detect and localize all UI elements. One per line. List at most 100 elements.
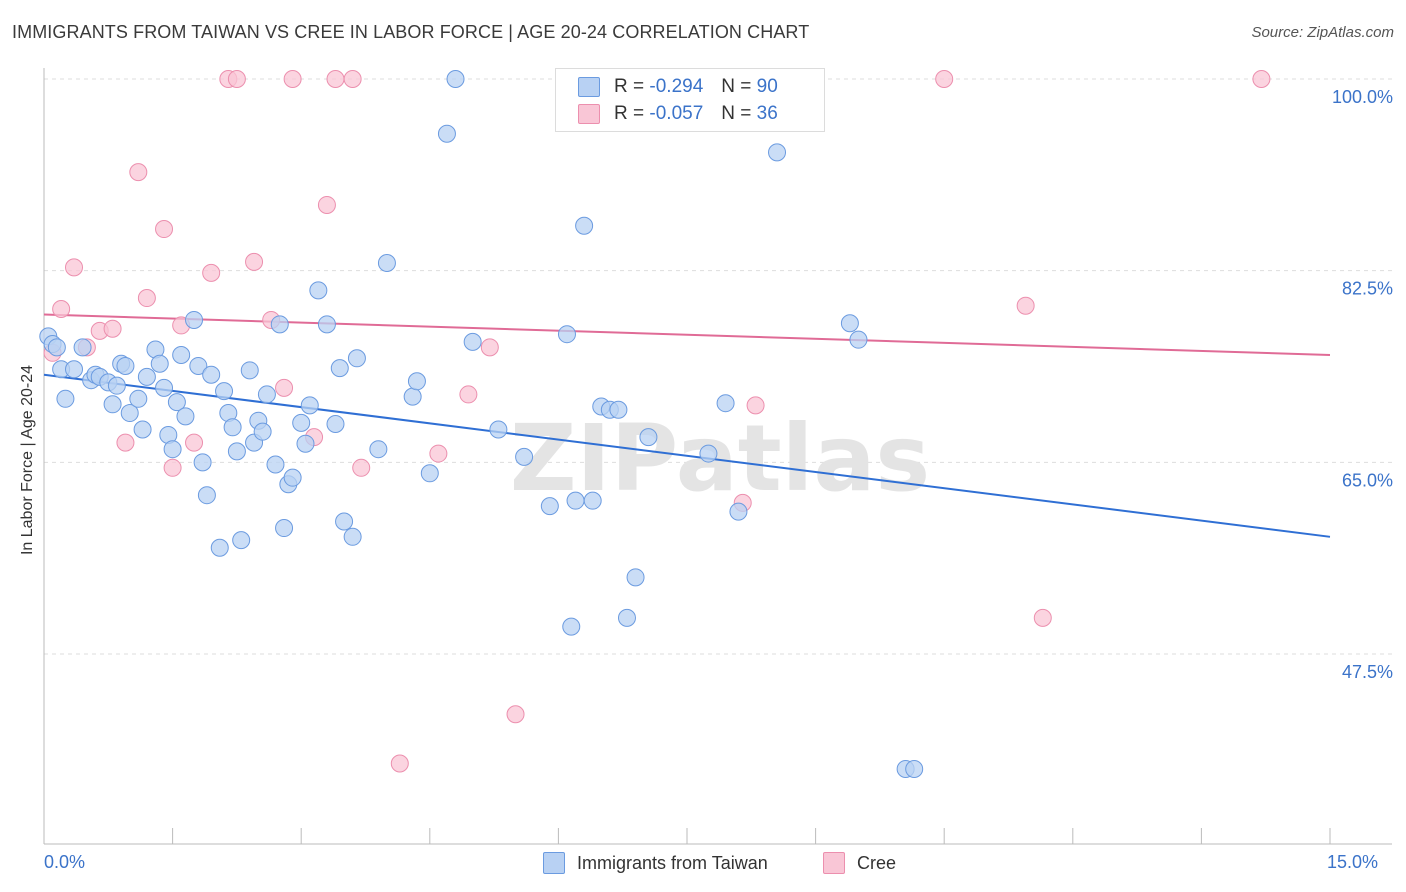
point-taiwan — [575, 216, 594, 235]
point-cree — [326, 70, 345, 88]
point-taiwan — [369, 440, 388, 459]
point-taiwan — [275, 519, 294, 538]
legend-n-value: 90 — [756, 76, 778, 97]
point-taiwan — [609, 400, 628, 419]
point-cree — [129, 163, 148, 182]
legend-row-cree: R = -0.057 N = 36 — [578, 102, 778, 126]
data-points — [39, 70, 1271, 778]
point-taiwan — [562, 617, 581, 636]
point-taiwan — [253, 422, 272, 441]
point-taiwan — [176, 407, 195, 426]
point-cree — [163, 458, 182, 477]
point-taiwan — [566, 491, 585, 510]
series-label-cree: Cree — [857, 852, 897, 873]
point-taiwan — [167, 393, 186, 412]
point-taiwan — [137, 367, 156, 386]
point-taiwan — [639, 428, 658, 447]
point-taiwan — [197, 486, 216, 505]
point-taiwan — [270, 315, 289, 334]
point-taiwan — [172, 346, 191, 364]
trend-line-cree — [43, 313, 1331, 356]
point-taiwan — [347, 349, 366, 368]
point-cree — [185, 433, 204, 452]
point-cree — [137, 289, 156, 308]
point-taiwan — [583, 491, 602, 510]
point-cree — [317, 195, 336, 214]
point-taiwan — [116, 356, 135, 375]
chart-title: IMMIGRANTS FROM TAIWAN VS CREE IN LABOR … — [12, 22, 810, 42]
legend-r-label: R = — [614, 76, 645, 97]
legend-swatch-cree — [578, 104, 600, 124]
source-label: Source: ZipAtlas.com — [1251, 24, 1394, 41]
point-taiwan — [227, 442, 246, 461]
point-taiwan — [326, 415, 345, 433]
point-cree — [103, 319, 122, 338]
y-tick-labels: 47.5% 65.0% 82.5% 100.0% — [1332, 87, 1393, 682]
series-legend-taiwan: Immigrants from Taiwan — [543, 852, 768, 874]
point-taiwan — [403, 387, 422, 406]
point-cree — [1033, 608, 1052, 627]
legend-r-value: -0.057 — [649, 103, 704, 124]
point-taiwan — [300, 396, 319, 415]
series-legend-cree: Cree — [823, 852, 896, 874]
point-cree — [459, 385, 478, 404]
point-taiwan — [189, 356, 208, 375]
point-taiwan — [129, 389, 148, 408]
point-taiwan — [185, 310, 204, 329]
point-taiwan — [107, 376, 126, 395]
point-cree — [65, 258, 84, 277]
point-taiwan — [210, 538, 229, 557]
point-cree — [275, 378, 294, 397]
point-taiwan — [296, 434, 315, 453]
point-cree — [429, 444, 448, 463]
point-taiwan — [257, 385, 276, 404]
point-taiwan — [240, 361, 259, 380]
point-taiwan — [489, 420, 508, 439]
y-tick-label: 65.0% — [1342, 470, 1393, 490]
legend-n-value: 36 — [756, 103, 778, 124]
point-taiwan — [317, 315, 336, 334]
point-taiwan — [309, 281, 328, 300]
point-taiwan — [73, 338, 92, 357]
point-taiwan — [626, 568, 645, 587]
point-taiwan — [905, 760, 924, 778]
point-taiwan — [47, 338, 66, 357]
point-cree — [283, 70, 302, 88]
point-cree — [116, 433, 135, 452]
point-cree — [935, 70, 954, 88]
x-tick-label-min: 0.0% — [44, 852, 86, 872]
correlation-legend: R = -0.294 N = 90 R = -0.057 N = 36 — [555, 68, 825, 132]
series-legend: Immigrants from Taiwan Cree — [0, 852, 1406, 878]
point-cree — [390, 754, 409, 773]
point-taiwan — [729, 502, 748, 521]
point-cree — [506, 705, 525, 724]
point-taiwan — [768, 143, 787, 162]
point-taiwan — [330, 359, 349, 378]
point-taiwan — [193, 453, 212, 472]
point-taiwan — [463, 332, 482, 351]
point-cree — [1016, 296, 1035, 315]
point-cree — [245, 252, 264, 271]
point-cree — [746, 396, 765, 415]
point-cree — [155, 220, 174, 239]
point-taiwan — [849, 330, 868, 349]
trend-lines — [43, 313, 1331, 538]
point-taiwan — [716, 394, 735, 413]
point-cree — [52, 300, 71, 318]
y-tick-label: 82.5% — [1342, 279, 1393, 299]
point-taiwan — [283, 468, 302, 487]
series-swatch-taiwan — [543, 852, 565, 874]
point-taiwan — [103, 395, 122, 414]
point-taiwan — [120, 404, 139, 423]
point-cree — [480, 338, 499, 357]
point-taiwan — [266, 455, 285, 474]
point-cree — [1252, 70, 1271, 88]
point-taiwan — [377, 254, 396, 272]
trend-line-taiwan — [43, 373, 1331, 538]
point-taiwan — [557, 325, 576, 344]
point-taiwan — [515, 447, 534, 466]
point-taiwan — [840, 314, 859, 333]
y-tick-label: 100.0% — [1332, 87, 1393, 107]
point-taiwan — [699, 444, 718, 463]
